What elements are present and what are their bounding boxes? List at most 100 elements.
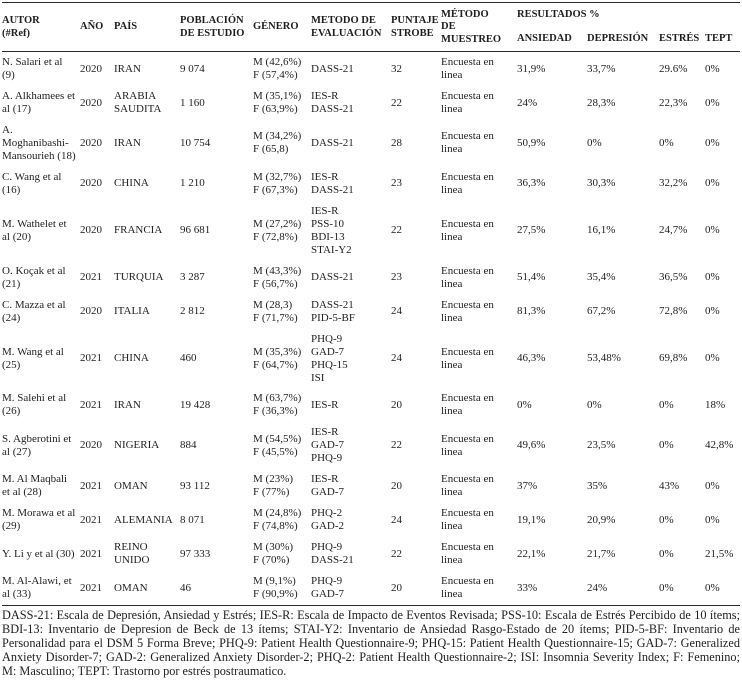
cell-country: OMAN (114, 479, 148, 492)
cell-country: TURQUIA (114, 271, 164, 284)
cell-year: 2021 (80, 479, 102, 492)
cell-strobe: 22 (391, 439, 402, 452)
cell-population: 8 071 (180, 513, 205, 526)
cell-depression: 53,48% (587, 352, 621, 365)
cell-population: 1 210 (180, 177, 205, 190)
cell-country: ALEMANIA (114, 513, 173, 526)
cell-strobe: 23 (391, 271, 402, 284)
table-row: O. Koçak et al (21) 2021 TURQUIA 3 287 M… (2, 261, 740, 295)
cell-method: PHQ-9 GAD-7 (311, 575, 344, 601)
cell-tept: 0% (705, 271, 720, 284)
cell-year: 2020 (80, 305, 102, 318)
cell-method: PHQ-9 DASS-21 (311, 541, 354, 567)
cell-anxiety: 50,9% (517, 136, 546, 149)
cell-author: M. Morawa et al (29) (2, 507, 76, 533)
cell-method: IES-R DASS-21 (311, 170, 354, 196)
table-row: S. Agberotini et al (27) 2020 NIGERIA 88… (2, 422, 740, 469)
cell-anxiety: 37% (517, 479, 538, 492)
cell-country: CHINA (114, 177, 149, 190)
cell-stress: 29.6% (659, 62, 688, 75)
cell-tept: 0% (705, 224, 720, 237)
cell-author: M. Wang et al (25) (2, 345, 64, 371)
cell-sampling: Encuesta en linea (441, 432, 494, 458)
cell-strobe: 24 (391, 513, 402, 526)
cell-gender: M (63,7%) F (36,3%) (253, 392, 302, 418)
cell-depression: 20,9% (587, 513, 616, 526)
table-row: A. Alkhamees et al (17) 2020 ARABIA SAUD… (2, 86, 740, 120)
table-row: M. Morawa et al (29) 2021 ALEMANIA 8 071… (2, 503, 740, 537)
cell-sampling: Encuesta en linea (441, 575, 494, 601)
cell-gender: M (27,2%) F (72,8%) (253, 217, 302, 243)
cell-method: PHQ-9 GAD-7 PHQ-15 ISI (311, 332, 348, 384)
cell-strobe: 24 (391, 305, 402, 318)
cell-population: 10 754 (180, 136, 211, 149)
cell-population: 884 (180, 439, 197, 452)
cell-author: M. Al Maqbali et al (28) (2, 473, 68, 499)
cell-tept: 0% (705, 136, 720, 149)
cell-gender: M (24,8%) F (74,8%) (253, 507, 302, 533)
cell-strobe: 32 (391, 62, 402, 75)
cell-population: 97 333 (180, 547, 211, 560)
studies-table: AUTOR (#Ref) AÑO PAÍS POBLACIÓN DE ESTUD… (2, 2, 741, 606)
cell-depression: 35,4% (587, 271, 616, 284)
cell-method: DASS-21 (311, 62, 354, 75)
cell-sampling: Encuesta en linea (441, 345, 494, 371)
cell-anxiety: 0% (517, 398, 532, 411)
cell-author: Y. Li y et al (30) (2, 547, 75, 560)
cell-year: 2020 (80, 439, 102, 452)
cell-gender: M (34,2%) F (65,8) (253, 130, 302, 156)
cell-sampling: Encuesta en linea (441, 90, 494, 116)
cell-sampling: Encuesta en linea (441, 56, 494, 82)
header-sampling: MÉTODO DE MUESTREO (441, 9, 502, 45)
cell-population: 460 (180, 352, 197, 365)
cell-tept: 0% (705, 581, 720, 594)
cell-method: DASS-21 (311, 271, 354, 284)
cell-country: CHINA (114, 352, 149, 365)
cell-depression: 23,5% (587, 439, 616, 452)
cell-year: 2020 (80, 136, 102, 149)
cell-gender: M (43,3%) F (56,7%) (253, 264, 302, 290)
cell-year: 2021 (80, 581, 102, 594)
cell-anxiety: 81,3% (517, 305, 546, 318)
cell-stress: 0% (659, 398, 674, 411)
cell-country: OMAN (114, 581, 148, 594)
cell-method: IES-R GAD-7 PHQ-9 (311, 426, 344, 465)
cell-country: ARABIA SAUDITA (114, 90, 162, 116)
cell-tept: 0% (705, 62, 720, 75)
cell-tept: 42,8% (705, 439, 734, 452)
table-row: A. Moghanibashi-Mansourieh (18) 2020 IRA… (2, 120, 740, 167)
cell-author: M. Salehi et al (26) (2, 392, 67, 418)
cell-author: N. Salari et al (9) (2, 56, 63, 82)
cell-stress: 69,8% (659, 352, 688, 365)
cell-depression: 30,3% (587, 177, 616, 190)
cell-author: S. Agberotini et al (27) (2, 432, 72, 458)
cell-anxiety: 49,6% (517, 439, 546, 452)
cell-depression: 21,7% (587, 547, 616, 560)
table-header: AUTOR (#Ref) AÑO PAÍS POBLACIÓN DE ESTUD… (2, 3, 741, 52)
cell-strobe: 22 (391, 96, 402, 109)
cell-stress: 22,3% (659, 96, 688, 109)
cell-method: IES-R DASS-21 (311, 90, 354, 116)
header-population: POBLACIÓN DE ESTUDIO (180, 15, 245, 39)
cell-gender: M (23%) F (77%) (253, 473, 294, 499)
cell-depression: 35% (587, 479, 608, 492)
footnote: DASS-21: Escala de Depresión, Ansiedad y… (2, 608, 740, 678)
cell-population: 46 (180, 581, 191, 594)
cell-country: IRAN (114, 136, 141, 149)
cell-stress: 0% (659, 547, 674, 560)
cell-author: M. Wathelet et al (20) (2, 217, 67, 243)
cell-year: 2020 (80, 177, 102, 190)
cell-author: C. Wang et al (16) (2, 170, 62, 196)
header-anxiety: ANSIEDAD (517, 33, 572, 45)
cell-tept: 21,5% (705, 547, 734, 560)
cell-depression: 24% (587, 581, 608, 594)
cell-tept: 0% (705, 177, 720, 190)
cell-population: 3 287 (180, 271, 205, 284)
cell-country: FRANCIA (114, 224, 163, 237)
cell-gender: M (30%) F (70%) (253, 541, 294, 567)
cell-anxiety: 33% (517, 581, 538, 594)
cell-gender: M (54,5%) F (45,5%) (253, 432, 302, 458)
cell-stress: 0% (659, 513, 674, 526)
header-country: PAÍS (114, 21, 138, 33)
